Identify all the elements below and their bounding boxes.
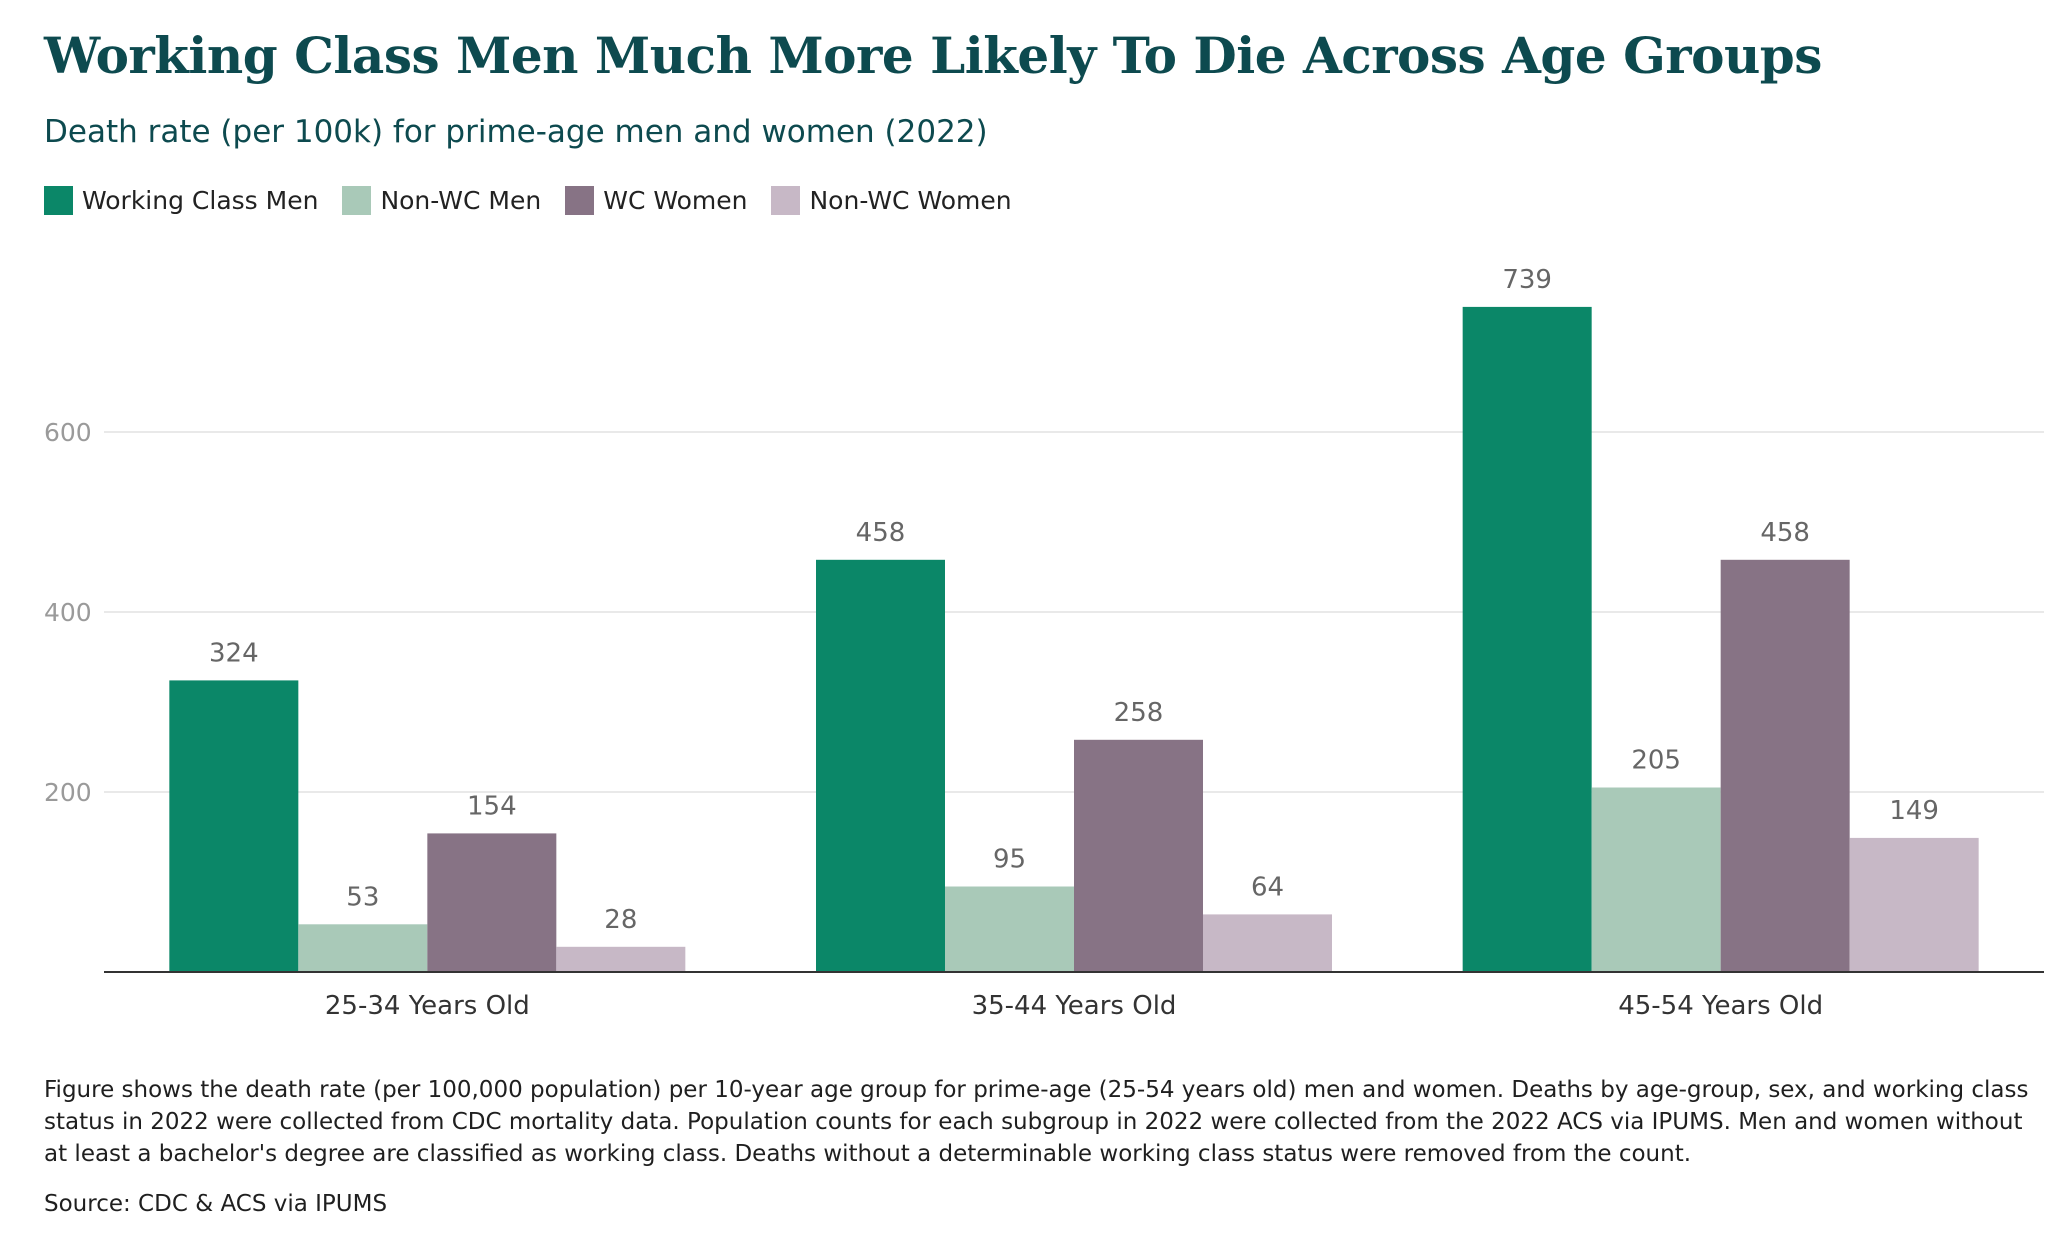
legend-swatch	[771, 185, 801, 215]
data-label: 149	[1889, 796, 1939, 826]
bar-non-wc-women-45-54-years-old	[1849, 837, 1979, 972]
bar-wc-women-35-44-years-old	[1074, 739, 1203, 972]
bar-working-class-men-45-54-years-old	[1462, 306, 1592, 972]
chart-title: Working Class Men Much More Likely To Di…	[44, 26, 1822, 85]
x-tick-label: 25-34 Years Old	[325, 991, 530, 1021]
chart-footnote: Figure shows the death rate (per 100,000…	[44, 1077, 2029, 1167]
legend-swatch	[342, 185, 372, 215]
bar-non-wc-men-35-44-years-old	[945, 886, 1074, 972]
legend-item-wc-women: WC Women	[565, 185, 748, 215]
legend-item-working-class-men: Working Class Men	[44, 185, 319, 215]
bar-wc-women-25-34-years-old	[427, 833, 557, 972]
data-label: 205	[1631, 746, 1681, 776]
data-label: 64	[1251, 872, 1284, 902]
bar-working-class-men-25-34-years-old	[169, 680, 299, 972]
data-label: 258	[1114, 698, 1164, 728]
bar-non-wc-women-35-44-years-old	[1203, 914, 1332, 972]
data-label: 458	[1760, 518, 1810, 548]
bar-chart: 200 400 600 324 53 154 28 25-34 Years Old 458 95 2…	[44, 265, 2044, 1021]
data-label: 739	[1502, 265, 1552, 295]
data-label: 324	[209, 638, 259, 668]
data-label: 28	[604, 905, 637, 935]
data-label: 53	[346, 882, 379, 912]
y-tick-label: 200	[44, 778, 92, 807]
bar-non-wc-women-25-34-years-old	[556, 946, 686, 972]
y-tick-label: 600	[44, 418, 92, 447]
y-tick-label: 400	[44, 598, 92, 627]
data-label: 458	[856, 518, 906, 548]
chart-subtitle: Death rate (per 100k) for prime-age men …	[44, 114, 988, 150]
bar-non-wc-men-25-34-years-old	[298, 924, 428, 972]
legend-label: Working Class Men	[82, 185, 319, 215]
legend-item-non-wc-men: Non-WC Men	[342, 185, 542, 215]
bar-wc-women-45-54-years-old	[1720, 559, 1850, 972]
data-label: 95	[993, 845, 1026, 875]
legend-swatch	[44, 185, 73, 215]
legend-label: Non-WC Women	[809, 185, 1012, 215]
legend-item-non-wc-women: Non-WC Women	[771, 185, 1012, 215]
chart-legend: Working Class Men Non-WC Men WC Women Non-W…	[44, 180, 1036, 220]
x-tick-label: 45-54 Years Old	[1618, 991, 1823, 1021]
data-label: 154	[467, 791, 517, 821]
x-tick-label: 35-44 Years Old	[972, 991, 1177, 1021]
bar-working-class-men-35-44-years-old	[816, 559, 945, 972]
legend-swatch	[565, 185, 595, 215]
chart-source: Source: CDC & ACS via IPUMS	[44, 1191, 388, 1217]
bar-non-wc-men-45-54-years-old	[1591, 787, 1721, 972]
legend-label: Non-WC Men	[380, 185, 542, 215]
legend-label: WC Women	[603, 185, 748, 215]
